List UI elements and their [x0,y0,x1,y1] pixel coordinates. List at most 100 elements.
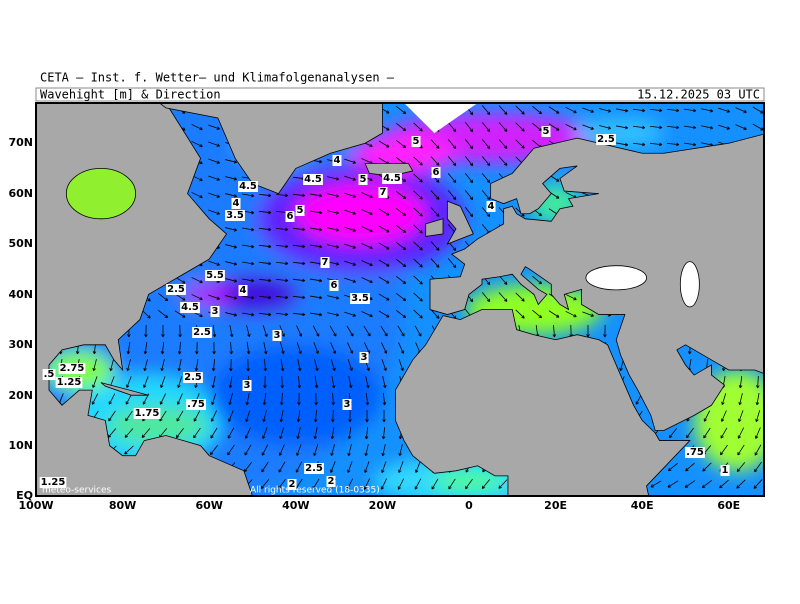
arrow [258,210,272,215]
arrow [616,142,629,147]
arrow [242,278,255,283]
arrow [275,261,289,266]
arrow [701,108,714,113]
arrow [330,359,336,372]
arrow [331,392,336,406]
arrow [327,210,340,215]
arrow [413,224,423,234]
arrow [275,278,289,283]
arrow [310,278,323,283]
arrow [398,359,404,371]
contour-label: 1.25 [41,477,66,488]
arrow [719,479,729,489]
contour-label-bg [541,126,551,137]
arrow [380,325,388,337]
contour-label-bg [720,465,730,476]
arrow [225,295,238,300]
arrow [398,461,404,473]
arrow [280,375,284,389]
arrow [246,342,251,355]
contour-label-bg [382,173,402,184]
arrow [756,375,760,389]
arrow [752,123,764,131]
arrow [227,427,235,439]
arrow [649,108,663,113]
arrow [177,376,183,389]
arrow [242,295,255,300]
arrow [413,275,423,285]
arrow [313,444,319,457]
arrow [177,359,182,372]
arrow [413,292,423,302]
arrow [498,122,508,132]
contour-label: 7 [380,187,387,198]
wave-blob [295,183,426,244]
lat-label: 20N [8,389,33,402]
contour-label: .5 [44,369,55,380]
arrow [586,324,590,338]
contour-label: 3 [212,306,219,317]
arrow [754,427,761,439]
arrow [701,480,713,489]
arrow [735,124,747,131]
arrow [331,409,335,423]
arrow [143,376,149,388]
arrow [448,478,456,490]
arrow [344,260,356,266]
subtitle: Wavehight [m] & Direction [40,88,221,102]
arrow [752,106,764,114]
arrow [720,410,727,422]
contour-label: .75 [187,399,205,410]
arrow [327,295,340,300]
arrow [430,241,440,251]
contour-label: 4.5 [304,174,322,185]
arrow [361,277,373,284]
arrow [361,243,373,250]
arrow [225,261,238,266]
arrow [245,410,251,422]
arrow [430,258,440,268]
arrow [684,108,697,113]
arrow [649,142,663,147]
arrow [292,278,306,283]
arrow [447,122,457,132]
arrow [737,427,745,439]
arrow [378,242,390,250]
timestamp: 15.12.2025 03 UTC [637,88,760,102]
arrow [225,278,238,283]
arrow [108,410,116,422]
arrow [361,311,373,318]
arrow [208,175,220,181]
arrow [347,444,352,457]
contour-label: 5 [297,205,304,216]
arrow [228,393,233,406]
contour-label-bg [133,408,161,419]
arrow [413,309,423,319]
arrow [381,461,387,473]
arrow [397,478,405,490]
arrow [242,193,255,198]
arrow [279,427,285,440]
arrow [396,106,407,115]
arrow [532,105,543,115]
contour-label-bg [358,174,368,185]
arrow [364,444,369,457]
arrow [210,427,218,439]
arrow [125,410,133,422]
contour-label-bg [231,198,241,209]
arrow [498,292,508,302]
contour-label-bg [242,380,252,391]
arrow [532,309,543,319]
arrow [208,209,220,215]
contour-label: 1.75 [135,408,160,419]
arrow [296,444,302,456]
arrow [599,125,612,130]
arrow [498,139,508,149]
arrow [292,244,306,249]
landmass [425,218,444,237]
arrow [327,193,340,198]
arrow [209,445,218,456]
arrow [242,244,255,249]
arrow [414,325,422,337]
arrow [344,277,356,283]
